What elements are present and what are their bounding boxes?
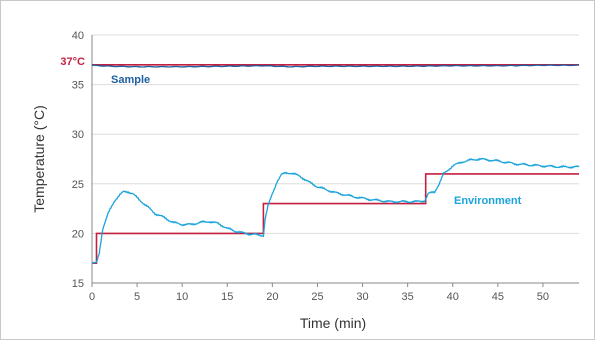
tick-labels: 15 20 25 30 35 40 0 5 10 15 20 25 30 35 40 45 50 xyxy=(72,30,549,303)
x-tick-label: 20 xyxy=(266,291,278,303)
axes xyxy=(91,35,579,287)
series-layer xyxy=(91,64,580,265)
x-tick-label: 5 xyxy=(134,291,140,303)
x-axis-label: Time (min) xyxy=(300,315,366,331)
y-tick-label: 30 xyxy=(72,129,84,141)
y-tick-label: 15 xyxy=(72,278,84,290)
series-line-environment xyxy=(91,157,580,265)
x-tick-label: 35 xyxy=(402,291,414,303)
x-tick-label: 40 xyxy=(447,291,459,303)
grid-lines xyxy=(92,34,579,234)
annotation-environment: Environment xyxy=(454,195,522,207)
x-tick-label: 0 xyxy=(89,291,95,303)
x-tick-label: 15 xyxy=(221,291,233,303)
x-tick-label: 45 xyxy=(492,291,504,303)
y-tick-label: 20 xyxy=(72,228,84,240)
x-tick-label: 30 xyxy=(356,291,368,303)
x-tick-label: 50 xyxy=(537,291,549,303)
series-line-setpoint-step xyxy=(92,173,579,264)
y-tick-label: 35 xyxy=(72,80,84,92)
series-line-sample xyxy=(91,64,580,68)
annotation-sample: Sample xyxy=(111,74,150,86)
y-tick-label: 25 xyxy=(72,179,84,191)
x-tick-label: 10 xyxy=(176,291,188,303)
annotation-37c: 37°C xyxy=(60,56,85,68)
y-axis-label: Temperature (°C) xyxy=(31,105,47,213)
x-tick-label: 25 xyxy=(311,291,323,303)
y-tick-label: 40 xyxy=(72,30,84,42)
